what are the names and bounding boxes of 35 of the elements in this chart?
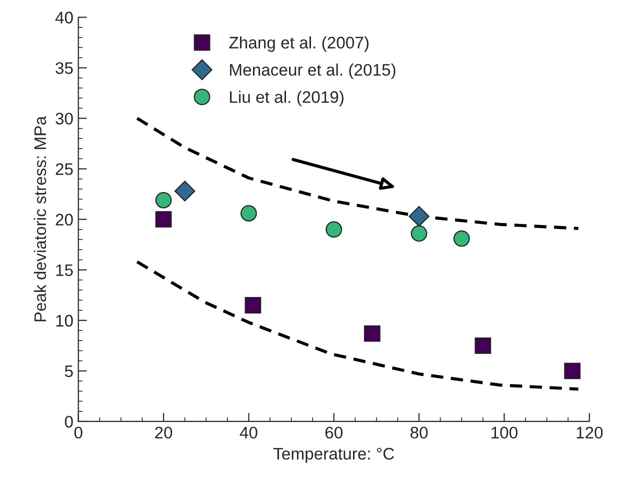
x-tick-label: 0: [74, 426, 82, 439]
y-axis-title: Peak deviatoric stress: MPa: [34, 116, 46, 322]
legend-label: Liu et al. (2019): [230, 90, 344, 106]
point: [453, 230, 470, 247]
point: [174, 180, 196, 202]
x-axis-title: Temperature: °C: [274, 448, 394, 463]
y-tick-label: 5: [64, 365, 73, 378]
point: [474, 337, 492, 354]
point: [564, 362, 581, 380]
y-tick-label: 30: [56, 112, 73, 125]
x-tick-label: 80: [410, 426, 428, 439]
point: [408, 206, 430, 227]
line-series: [136, 260, 580, 391]
x-tick-label: 60: [325, 426, 342, 439]
point: [326, 221, 342, 238]
y-tick-label: 40: [55, 12, 73, 24]
y-tick-label: 15: [56, 264, 73, 276]
y-tick-label: 35: [56, 62, 73, 74]
line-series: [136, 116, 580, 230]
point: [364, 325, 380, 342]
y-tick-label: 20: [56, 214, 73, 226]
point: [244, 297, 262, 314]
point: [155, 192, 172, 208]
point: [410, 225, 428, 242]
y-tick-label: 0: [64, 416, 73, 428]
x-tick-label: 100: [492, 426, 518, 439]
legend-label: Menaceur et al. (2015): [230, 64, 396, 80]
x-tick-label: 40: [240, 426, 258, 439]
y-tick-label: 25: [56, 163, 73, 176]
x-tick-label: 20: [155, 426, 172, 439]
point: [240, 205, 257, 222]
y-tick-label: 10: [56, 314, 73, 327]
x-tick-label: 120: [576, 426, 603, 439]
legend-label: Zhang et al. (2007): [229, 36, 368, 52]
point: [155, 211, 172, 228]
